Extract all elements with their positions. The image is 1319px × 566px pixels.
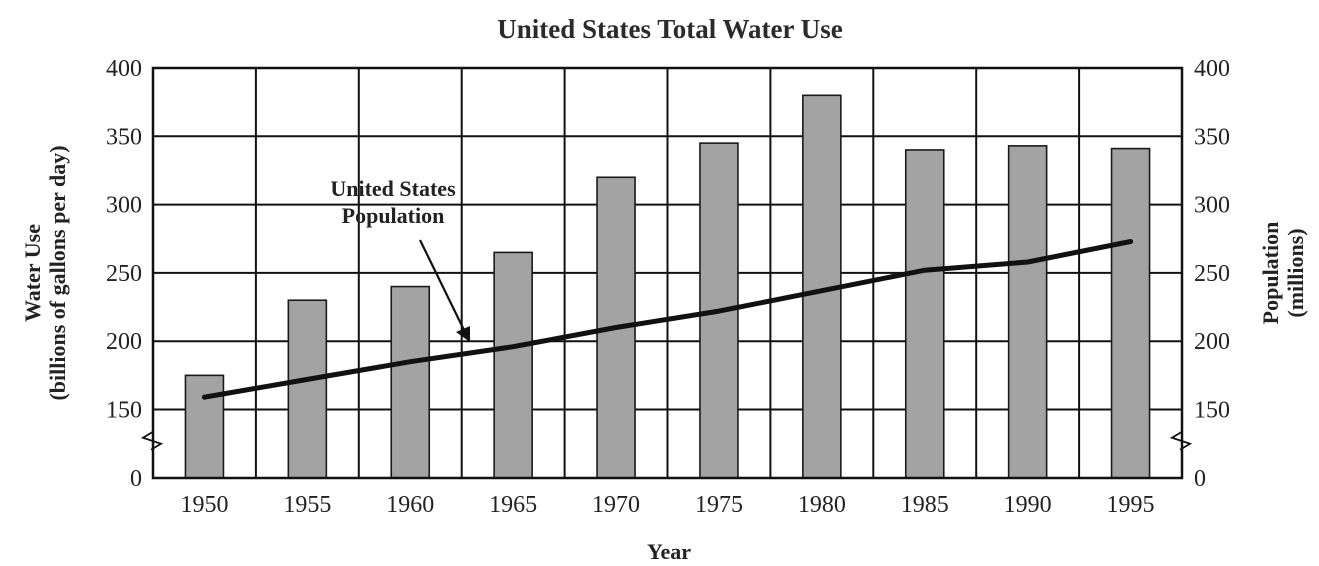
- left-axis-title: Water Use (billions of gallons per day): [20, 145, 70, 400]
- annotation-line1: United States: [330, 176, 456, 201]
- x-axis-title: Year: [647, 539, 691, 564]
- left-axis-break: [140, 430, 164, 451]
- water-use-bar-1985: [904, 149, 945, 479]
- left-y-tick-label: 200: [106, 329, 142, 355]
- x-tick-label: 1990: [1004, 492, 1052, 518]
- right-y-tick-label: 150: [1194, 398, 1230, 424]
- right-y-tick-label: 300: [1194, 193, 1230, 219]
- left-axis-title-line2: (billions of gallons per day): [45, 145, 70, 400]
- x-tick-label: 1995: [1107, 492, 1155, 518]
- left-y-tick-label: 300: [106, 193, 142, 219]
- right-y-tick-label: 250: [1194, 261, 1230, 287]
- x-tick-label: 1980: [798, 492, 846, 518]
- annotation-arrow: [419, 239, 465, 331]
- water-use-bar-1960: [390, 285, 431, 479]
- chart-title: United States Total Water Use: [497, 14, 843, 44]
- left-axis-title-line1: Water Use: [20, 224, 45, 322]
- right-y-tick-label: 400: [1194, 56, 1230, 82]
- left-y-tick-label: 0: [130, 466, 142, 492]
- annotation-line2: Population: [342, 203, 445, 228]
- plot-frame: [151, 66, 1184, 480]
- x-tick-label: 1955: [283, 492, 331, 518]
- right-axis-title: Population (millions): [1258, 222, 1308, 325]
- right-y-tick-label: 0: [1194, 466, 1206, 492]
- population-line: [201, 239, 1134, 400]
- water-use-bar-1955: [287, 299, 328, 479]
- right-y-tick-label: 350: [1194, 124, 1230, 150]
- population-line-group: [201, 239, 1134, 400]
- right-axis-title-line1: Population: [1258, 222, 1283, 325]
- left-y-tick-label: 400: [106, 56, 142, 82]
- water-use-bar-1950: [184, 374, 225, 479]
- axis-breaks: [140, 430, 1193, 451]
- x-tick-label: 1960: [386, 492, 434, 518]
- water-use-bar-1965: [493, 251, 533, 479]
- left-y-tick-label: 350: [106, 124, 142, 150]
- water-use-bar-1995: [1110, 147, 1151, 479]
- population-annotation: United States Population: [330, 176, 470, 342]
- bars: [184, 94, 1151, 479]
- right-y-tick-label: 200: [1194, 329, 1230, 355]
- x-tick-label: 1975: [695, 492, 743, 518]
- x-tick-label: 1950: [180, 492, 228, 518]
- right-axis-break: [1169, 430, 1193, 451]
- x-tick-label: 1970: [592, 492, 640, 518]
- left-y-tick-label: 150: [106, 398, 142, 424]
- right-axis-title-line2: (millions): [1283, 228, 1308, 317]
- tick-labels: 1950 1955 1960 1965 1970 1975 1980 1985 1990 1995…: [106, 56, 1230, 518]
- annotation-arrowhead: [456, 326, 470, 342]
- left-y-tick-label: 250: [106, 261, 142, 287]
- water-use-bar-1990: [1007, 145, 1048, 479]
- x-tick-label: 1965: [489, 492, 537, 518]
- x-tick-label: 1985: [901, 492, 949, 518]
